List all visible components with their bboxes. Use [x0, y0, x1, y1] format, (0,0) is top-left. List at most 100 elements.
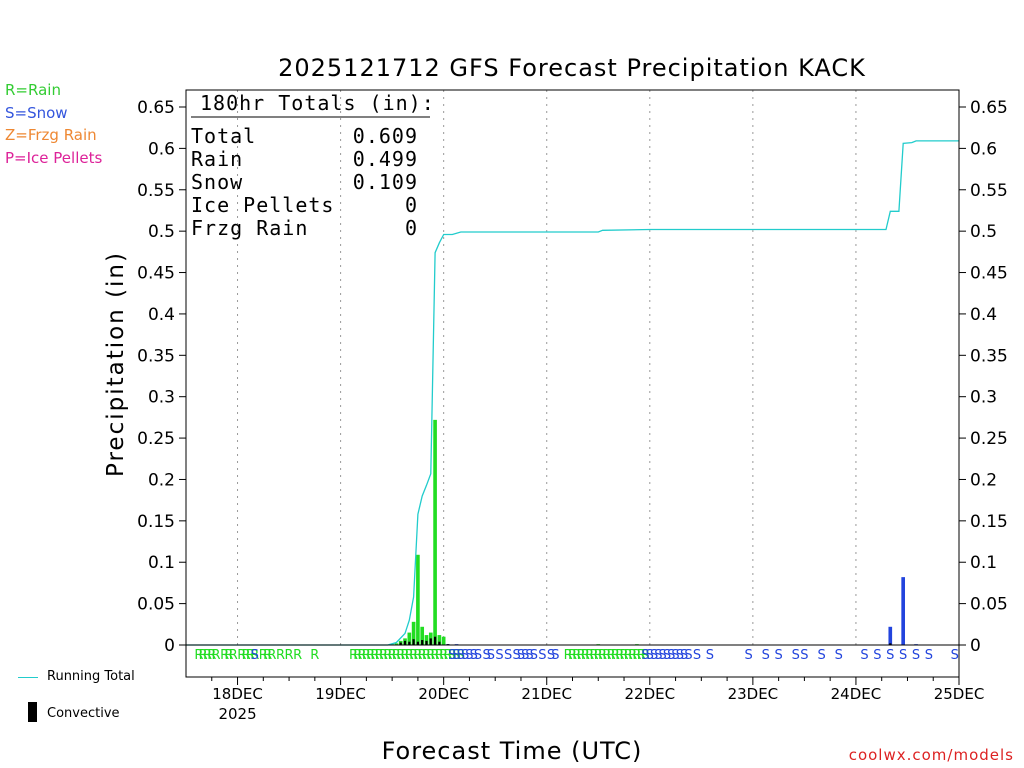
y-tick-label-right: 0.3: [970, 388, 997, 408]
ptype-code-snow: S: [667, 648, 675, 663]
y-tick-label-left: 0.1: [148, 553, 175, 573]
ptype-code-rain: R: [615, 648, 624, 663]
y-tick-label-left: 0.05: [137, 595, 175, 615]
precip-bars: [390, 419, 918, 645]
ptype-code-snow: S: [551, 648, 559, 663]
ptype-code-snow: S: [448, 648, 456, 663]
ptype-code-rain: R: [310, 648, 319, 663]
ptype-code-rain: R: [589, 648, 598, 663]
ptype-code-snow: S: [487, 648, 495, 663]
precip-bar: [424, 635, 429, 645]
y-axis-label: Precipitation (in): [103, 251, 129, 477]
ptype-code-rain: R: [435, 648, 444, 663]
convective-legend-swatch: [28, 702, 37, 722]
ptype-code-snow: S: [654, 648, 662, 663]
precip-bar: [394, 643, 399, 645]
ptype-code-rain: R: [366, 648, 375, 663]
ptype-code-rain: R: [448, 648, 457, 663]
x-tick-label: 19DEC: [315, 685, 366, 703]
ptype-code-rain: R: [220, 648, 229, 663]
y-tick-label-right: 0.65: [970, 98, 1008, 118]
ptype-code-snow: S: [912, 648, 920, 663]
y-tick-label-right: 0: [970, 636, 981, 656]
convective-bar: [399, 642, 402, 645]
precip-bar: [888, 626, 893, 645]
y-tick-label-right: 0.25: [970, 429, 1008, 449]
precip-bar: [441, 636, 446, 645]
convective-bar: [429, 638, 432, 645]
ptype-code-snow: S: [835, 648, 843, 663]
ptype-code-rain: R: [611, 648, 620, 663]
ptype-code-rain: R: [207, 648, 216, 663]
y-tick-label-left: 0.4: [148, 305, 175, 325]
ptype-code-rain: R: [293, 648, 302, 663]
ptype-code-rain: R: [581, 648, 590, 663]
ptype-code-snow: S: [482, 648, 490, 663]
ptype-code-rain: R: [349, 648, 358, 663]
precip-bar: [407, 632, 412, 645]
ptype-code-rain: R: [224, 648, 233, 663]
ptype-code-snow: S: [680, 648, 688, 663]
ptype-code-rain: R: [370, 648, 379, 663]
totals-row-value: 0.609: [353, 124, 418, 148]
ptype-code-snow: S: [521, 648, 529, 663]
plot-frame: [185, 89, 960, 678]
ptype-code-snow: S: [457, 648, 465, 663]
ptype-code-snow: S: [886, 648, 894, 663]
convective-bar: [408, 641, 411, 645]
ptype-code-rain: R: [602, 648, 611, 663]
y-tick-label-right: 0.1: [970, 553, 997, 573]
convective-bar: [412, 639, 415, 645]
ptype-code-snow: S: [671, 648, 679, 663]
y-tick-label-right: 0.05: [970, 595, 1008, 615]
ptype-code-snow: S: [951, 648, 959, 663]
ptype-code-rain: R: [400, 648, 409, 663]
y-tick-label-right: 0.35: [970, 346, 1008, 366]
ptype-code-snow: S: [465, 648, 473, 663]
ptype-code-snow: S: [461, 648, 469, 663]
ptype-code-snow: S: [744, 648, 752, 663]
running-total-legend-label: Running Total: [47, 669, 135, 684]
ptype-code-rain: R: [443, 648, 452, 663]
y-tick-label-right: 0.4: [970, 305, 997, 325]
ptype-code-snow: S: [762, 648, 770, 663]
totals-row-label: Frzg Rain: [191, 216, 308, 240]
axis-ticks: 18DEC 2025 19DEC 20DEC 21DEC 22DEC 23DEC 24DEC 2…: [137, 98, 1008, 723]
ptype-code-snow: S: [684, 648, 692, 663]
convective-legend-label: Convective: [47, 706, 120, 721]
chart-title: 2025121712 GFS Forecast Precipitation KA…: [278, 54, 866, 82]
y-tick-label-right: 0.5: [970, 222, 997, 242]
precip-bar: [420, 626, 425, 645]
precip-bar: [437, 635, 442, 645]
totals-row-label: Rain: [191, 147, 243, 171]
y-tick-label-left: 0: [164, 636, 175, 656]
convective-bar: [421, 640, 424, 645]
ptype-code-snow: S: [873, 648, 881, 663]
ptype-code-snow: S: [693, 648, 701, 663]
precip-bar: [901, 577, 905, 645]
y-tick-label-right: 0.55: [970, 181, 1008, 201]
totals-row-value: 0.499: [353, 147, 418, 171]
x-tick-label: 18DEC: [212, 685, 263, 703]
x-tick-label: 20DEC: [418, 685, 469, 703]
ptype-code-snow: S: [530, 648, 538, 663]
ptype-code-snow: S: [676, 648, 684, 663]
ptype-code-rain: R: [358, 648, 367, 663]
ptype-code-rain: R: [452, 648, 461, 663]
ptype-code-snow: S: [659, 648, 667, 663]
convective-bar: [433, 636, 437, 645]
convective-bar: [889, 643, 892, 645]
legend-rain: R=Rain: [5, 81, 61, 99]
ptype-code-rain: R: [237, 648, 246, 663]
totals-rows: Total 0.609 Rain 0.499 Snow 0.109 Ice Pellets 0…: [191, 124, 418, 240]
y-tick-label-left: 0.5: [148, 222, 175, 242]
y-tick-label-right: 0.2: [970, 470, 997, 490]
ptype-code-rain: R: [572, 648, 581, 663]
ptype-code-rain: R: [396, 648, 405, 663]
y-tick-label-left: 0.65: [137, 98, 175, 118]
y-tick-label-left: 0.55: [137, 181, 175, 201]
legend-frzg-rain: Z=Frzg Rain: [5, 126, 97, 144]
ptype-code-rain: R: [422, 648, 431, 663]
ptype-code-rain: R: [577, 648, 586, 663]
